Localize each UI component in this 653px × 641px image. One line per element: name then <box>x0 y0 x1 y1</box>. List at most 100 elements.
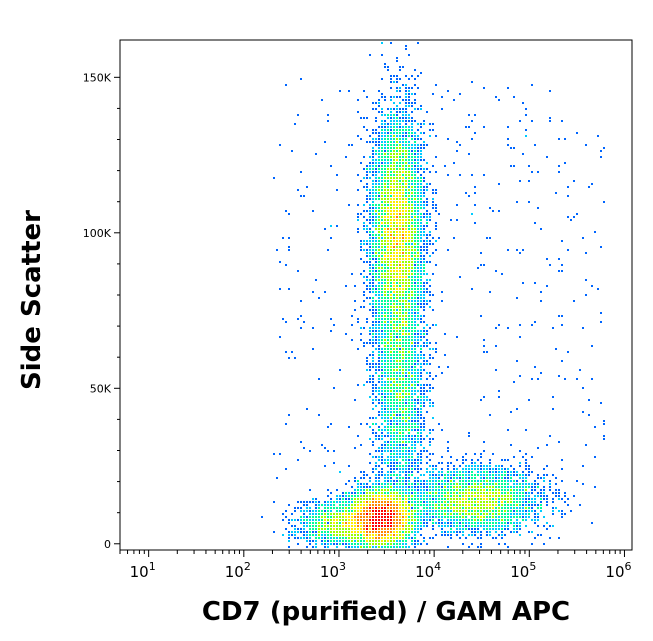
density-point <box>384 216 386 218</box>
density-point <box>399 429 401 431</box>
density-point <box>414 504 416 506</box>
density-point <box>390 78 392 80</box>
density-point <box>507 468 509 470</box>
density-point <box>339 513 341 515</box>
density-point <box>417 531 419 533</box>
density-point <box>420 348 422 350</box>
density-point <box>366 201 368 203</box>
density-point <box>309 525 311 527</box>
density-point <box>369 330 371 332</box>
density-point <box>285 510 287 512</box>
density-point <box>423 309 425 311</box>
density-point <box>456 141 458 143</box>
density-point <box>414 171 416 173</box>
density-point <box>366 525 368 527</box>
density-point <box>399 372 401 374</box>
density-point <box>393 441 395 443</box>
density-point <box>450 486 452 488</box>
density-point <box>288 522 290 524</box>
density-point <box>405 507 407 509</box>
density-point <box>285 468 287 470</box>
density-point <box>393 513 395 515</box>
density-point <box>393 402 395 404</box>
density-point <box>393 147 395 149</box>
density-point <box>411 255 413 257</box>
density-point <box>396 495 398 497</box>
density-point <box>384 516 386 518</box>
density-point <box>375 255 377 257</box>
density-point <box>357 228 359 230</box>
density-point <box>411 288 413 290</box>
density-point <box>393 375 395 377</box>
density-point <box>411 135 413 137</box>
density-point <box>426 378 428 380</box>
density-point <box>396 366 398 368</box>
density-point <box>417 279 419 281</box>
density-point <box>324 534 326 536</box>
density-point <box>477 471 479 473</box>
density-point <box>471 120 473 122</box>
density-point <box>522 477 524 479</box>
density-point <box>411 267 413 269</box>
density-point <box>414 405 416 407</box>
density-point <box>381 384 383 386</box>
density-point <box>438 519 440 521</box>
density-point <box>429 465 431 467</box>
density-point <box>423 228 425 230</box>
density-point <box>426 510 428 512</box>
density-point <box>327 501 329 503</box>
density-point <box>540 510 542 512</box>
density-point <box>300 519 302 521</box>
density-point <box>468 528 470 530</box>
density-point <box>339 369 341 371</box>
density-point <box>435 492 437 494</box>
density-point <box>387 258 389 260</box>
density-point <box>405 261 407 263</box>
density-point <box>315 537 317 539</box>
density-point <box>405 486 407 488</box>
density-point <box>375 546 377 548</box>
density-point <box>399 207 401 209</box>
density-point <box>408 447 410 449</box>
density-point <box>411 285 413 287</box>
density-point <box>429 399 431 401</box>
density-point <box>420 153 422 155</box>
density-point <box>375 279 377 281</box>
density-point <box>600 156 602 158</box>
density-point <box>378 198 380 200</box>
density-point <box>429 438 431 440</box>
density-point <box>396 87 398 89</box>
density-point <box>417 519 419 521</box>
density-point <box>390 471 392 473</box>
density-point <box>357 99 359 101</box>
density-point <box>423 192 425 194</box>
density-point <box>405 75 407 77</box>
density-point <box>399 150 401 152</box>
density-point <box>408 531 410 533</box>
density-point <box>426 234 428 236</box>
density-point <box>327 525 329 527</box>
density-point <box>516 492 518 494</box>
density-point <box>396 435 398 437</box>
density-point <box>432 510 434 512</box>
density-point <box>381 534 383 536</box>
density-point <box>366 318 368 320</box>
density-point <box>423 516 425 518</box>
density-point <box>459 510 461 512</box>
density-point <box>579 504 581 506</box>
density-point <box>501 522 503 524</box>
density-point <box>366 474 368 476</box>
density-point <box>381 351 383 353</box>
density-point <box>483 483 485 485</box>
density-point <box>414 423 416 425</box>
density-point <box>423 171 425 173</box>
density-point <box>477 480 479 482</box>
density-point <box>399 360 401 362</box>
density-point <box>417 213 419 215</box>
density-point <box>408 288 410 290</box>
density-point <box>381 276 383 278</box>
density-point <box>420 123 422 125</box>
density-point <box>312 510 314 512</box>
density-point <box>390 99 392 101</box>
density-point <box>393 285 395 287</box>
